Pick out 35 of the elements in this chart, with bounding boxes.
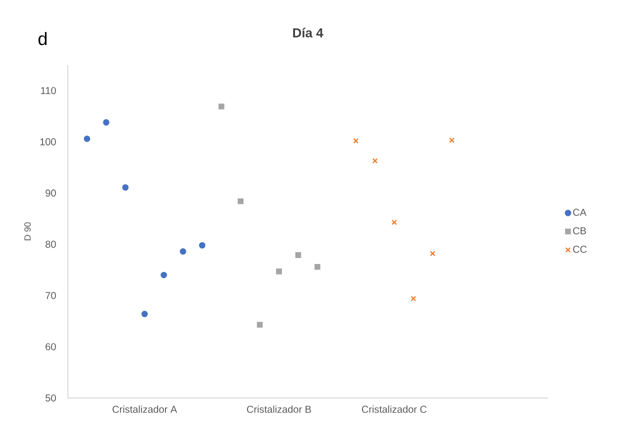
point <box>122 184 129 191</box>
text: d <box>38 32 47 46</box>
point <box>256 322 263 328</box>
point <box>391 220 397 225</box>
point <box>449 138 455 144</box>
point <box>276 268 282 274</box>
y-tick-label: 60 <box>46 343 56 350</box>
legend-label: CA <box>573 208 586 216</box>
x-tick-label: Cristalizador A <box>112 406 178 413</box>
point <box>199 242 206 249</box>
point <box>141 310 148 318</box>
chart-title: Día 4 <box>293 28 324 38</box>
point <box>295 252 302 258</box>
y-tick-label: 90 <box>46 190 56 197</box>
point <box>160 272 168 278</box>
point <box>372 158 378 164</box>
point <box>410 296 416 302</box>
y-tick-label: 80 <box>46 240 56 248</box>
x-tick-label: Cristalizador C <box>362 406 427 413</box>
y-tick-label: 70 <box>46 292 56 300</box>
x-tick-label: Cristalizador B <box>246 406 311 413</box>
y-tick-label: 100 <box>40 138 56 146</box>
point <box>353 138 359 144</box>
point <box>314 264 320 270</box>
legend-label: CB <box>573 227 586 234</box>
point <box>180 248 186 255</box>
point <box>84 136 90 142</box>
point <box>238 198 244 204</box>
y-axis-title: D 90 <box>24 222 31 240</box>
point <box>103 119 110 126</box>
legend-label: CC <box>573 246 587 253</box>
y-tick-label: 110 <box>41 87 56 94</box>
y-tick-label: 50 <box>46 394 56 402</box>
point <box>218 104 224 110</box>
point <box>430 250 436 256</box>
